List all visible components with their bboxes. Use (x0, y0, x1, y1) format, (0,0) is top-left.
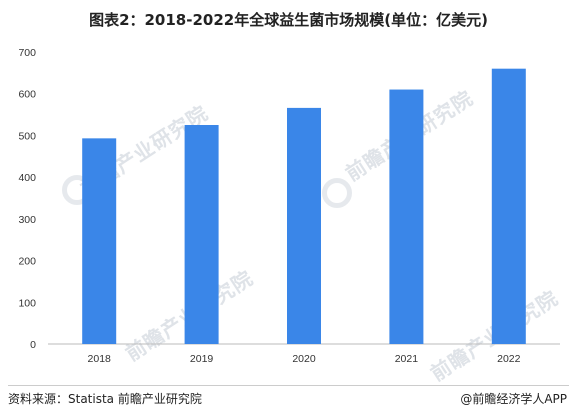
y-tick-label: 0 (30, 339, 36, 351)
y-tick-label: 200 (18, 256, 36, 268)
y-tick-label: 100 (18, 297, 36, 309)
bar-2021 (389, 89, 424, 345)
footer-divider (8, 385, 569, 386)
x-tick-label: 2019 (190, 353, 214, 365)
y-tick-label: 300 (18, 214, 36, 226)
bar-2019 (184, 125, 219, 344)
y-tick-label: 400 (18, 172, 36, 184)
bar-2018 (82, 138, 117, 344)
x-tick-label: 2018 (88, 353, 112, 365)
bar-2022 (491, 68, 526, 344)
bar-2020 (287, 107, 321, 344)
y-tick-label: 500 (18, 130, 36, 142)
brand-credit: @前瞻经济学人APP (460, 392, 567, 406)
watermark-logo-icon (322, 178, 352, 208)
source-note: 资料来源：Statista 前瞻产业研究院 (8, 392, 202, 406)
x-tick-label: 2021 (395, 353, 419, 365)
chart-title: 图表2：2018-2022年全球益生菌市场规模(单位：亿美元) (89, 11, 488, 29)
x-tick-label: 2020 (292, 353, 316, 365)
y-tick-label: 600 (18, 89, 36, 101)
y-tick-label: 700 (18, 47, 36, 59)
x-tick-label: 2022 (497, 353, 521, 365)
